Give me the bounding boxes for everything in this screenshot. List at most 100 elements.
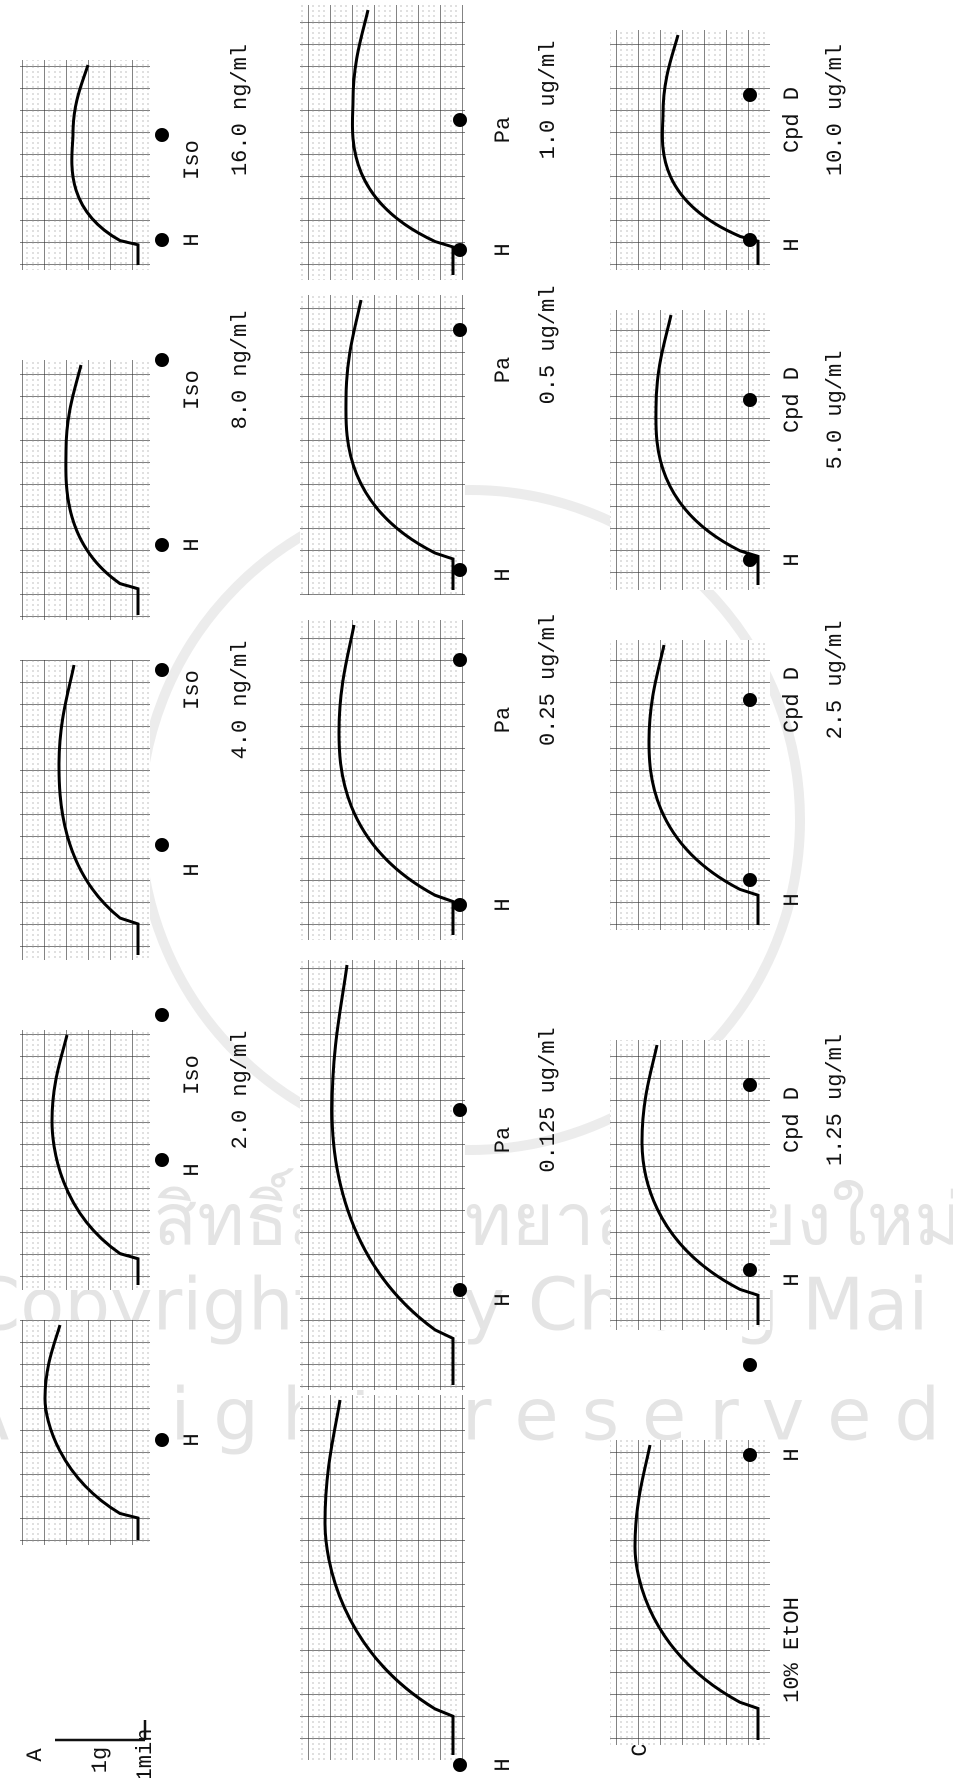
wash-marker: H [180,233,205,246]
trace [344,299,455,590]
chart-grid [20,1320,150,1545]
wash-marker: H [780,1448,805,1461]
trace [64,364,140,615]
drug-marker-dot [155,663,169,677]
wash-marker: H [180,863,205,876]
drug-marker-dot [453,653,467,667]
concentration-label: 2.0 ng/ml [228,1031,253,1150]
drug-marker-dot [155,233,169,247]
trace-panel [300,1395,467,1772]
drug-marker-dot [453,898,467,912]
concentration-label: 1.0 ug/ml [536,41,561,160]
trace-panel [610,1040,770,1330]
trace-panel [610,1358,770,1745]
scale-time: 1min [133,1729,158,1778]
chart-grid [20,60,150,270]
wash-marker: H [180,538,205,551]
wash-marker: H [491,898,516,911]
chart-grid [610,1040,770,1330]
watermark-thai: ลิขสิทธิ์มหาวิทยาลัยเชียงใหม่ [60,1168,953,1262]
drug-marker-dot [453,243,467,257]
agent-label: Pa [491,1127,516,1153]
drug-marker-dot [743,1358,757,1372]
trace-panel [300,5,467,280]
trace [660,34,760,265]
agent-label: Cpd D [780,1087,805,1153]
concentration-label: 0.125 ug/ml [536,1027,561,1172]
wash-marker: H [180,1163,205,1176]
trace-panel [300,295,467,595]
row-label: C [628,1743,653,1756]
concentration-label: 8.0 ng/ml [228,311,253,430]
drug-marker-dot [155,838,169,852]
chart-grid [300,5,465,280]
agent-label: Iso [180,670,205,710]
scale-force: 1g [88,1747,113,1773]
wash-marker: H [491,1758,516,1771]
concentration-label: 1.25 ug/ml [823,1034,848,1166]
concentration-label: 5.0 ug/ml [823,351,848,470]
drug-marker-dot [453,1103,467,1117]
wash-marker: H [180,1433,205,1446]
wash-marker: H [780,893,805,906]
chart-grid [20,660,150,960]
trace-panel [20,60,169,270]
concentration-label: 10.0 ug/ml [823,44,848,176]
watermark: ลิขสิทธิ์มหาวิทยาลัยเชียงใหม่ Copyright©… [0,485,953,1457]
chart-grid [610,640,770,930]
trace [647,644,760,925]
trace-panel [610,310,770,590]
trace [654,314,760,585]
watermark-copyright: Copyright© by Chiang Mai University [0,1263,953,1347]
scale-bar: 1g 1min [55,1720,158,1778]
agent-label: Cpd D [780,87,805,153]
trace-panel [610,30,770,270]
drug-marker-dot [453,113,467,127]
trace-panel [20,660,169,960]
agent-label: Pa [491,117,516,143]
agent-label: Cpd D [780,667,805,733]
agent-label: Pa [491,357,516,383]
agent-label: Iso [180,140,205,180]
chart-grid [300,960,465,1390]
wash-marker: H [491,1293,516,1306]
drug-marker-dot [453,563,467,577]
trace [633,1444,760,1740]
agent-label: 10% EtOH [780,1597,805,1703]
drug-marker-dot [155,353,169,367]
concentration-label: 4.0 ng/ml [228,641,253,760]
trace [70,64,140,265]
chart-grid [610,310,770,590]
drug-marker-dot [155,1433,169,1447]
chart-grid [20,360,150,620]
concentration-label: 2.5 ug/ml [823,621,848,740]
drug-marker-dot [743,1263,757,1277]
chart-grid [300,1395,465,1760]
drug-marker-dot [155,538,169,552]
wash-marker: H [491,568,516,581]
trace [330,964,455,1385]
trace [323,1399,455,1755]
trace-panel [20,1008,169,1290]
drug-marker-dot [155,128,169,142]
trace-panel [20,1320,169,1545]
wash-marker: H [491,243,516,256]
drug-marker-dot [743,1078,757,1092]
trace-panel [300,960,467,1390]
agent-label: Iso [180,370,205,410]
trace [337,624,455,935]
trace-panel [20,353,169,620]
agent-label: Cpd D [780,367,805,433]
drug-marker-dot [743,393,757,407]
concentration-label: 0.5 ug/ml [536,286,561,405]
drug-marker-dot [743,233,757,247]
agent-label: Iso [180,1055,205,1095]
drug-marker-dot [453,1283,467,1297]
chart-grid [300,295,465,595]
trace [57,664,140,955]
wash-marker: H [780,1273,805,1286]
concentration-label: 0.25 ug/ml [536,614,561,746]
drug-marker-dot [743,693,757,707]
drug-marker-dot [743,1448,757,1462]
